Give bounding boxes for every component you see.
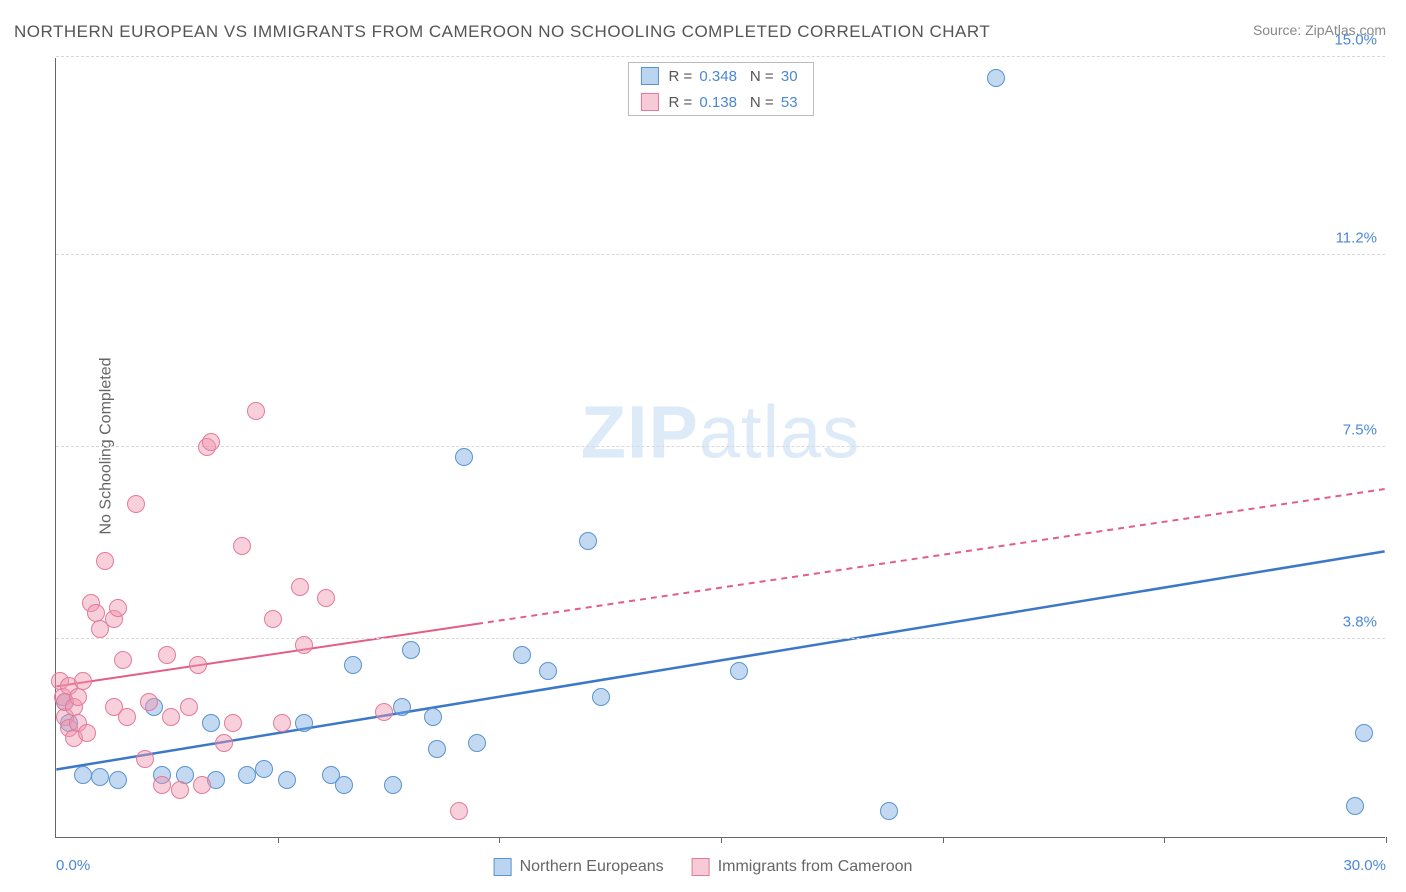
data-point: [202, 433, 220, 451]
data-point: [450, 802, 468, 820]
y-tick-label: 15.0%: [1334, 32, 1377, 49]
data-point: [158, 646, 176, 664]
data-point: [91, 768, 109, 786]
data-point: [202, 714, 220, 732]
legend-item: Northern Europeans: [494, 858, 664, 876]
data-point: [295, 714, 313, 732]
x-tick-right: 30.0%: [1343, 857, 1386, 874]
data-point: [468, 734, 486, 752]
data-point: [264, 610, 282, 628]
data-point: [579, 532, 597, 550]
x-tick-left: 0.0%: [56, 857, 90, 874]
stat-n-label: N = 53: [750, 94, 801, 111]
data-point: [730, 662, 748, 680]
data-point: [278, 771, 296, 789]
legend-swatch: [640, 67, 658, 85]
legend-swatch: [494, 858, 512, 876]
y-tick-label: 7.5%: [1343, 422, 1377, 439]
y-tick-label: 11.2%: [1336, 229, 1377, 246]
data-point: [127, 495, 145, 513]
stat-n-label: N = 30: [750, 68, 801, 85]
y-tick-label: 3.8%: [1343, 614, 1377, 631]
data-point: [539, 662, 557, 680]
gridline: [56, 446, 1385, 447]
trend-lines: [56, 58, 1385, 837]
data-point: [402, 641, 420, 659]
data-point: [291, 578, 309, 596]
gridline: [56, 56, 1385, 57]
data-point: [987, 69, 1005, 87]
data-point: [118, 708, 136, 726]
x-tick-mark: [721, 837, 722, 843]
data-point: [189, 656, 207, 674]
data-point: [344, 656, 362, 674]
legend-item: Immigrants from Cameroon: [692, 858, 913, 876]
data-point: [224, 714, 242, 732]
data-point: [335, 776, 353, 794]
stat-legend: R = 0.348 N = 30 R = 0.138 N = 53: [627, 62, 813, 116]
gridline: [56, 254, 1385, 255]
data-point: [171, 781, 189, 799]
data-point: [880, 802, 898, 820]
data-point: [317, 589, 335, 607]
data-point: [255, 760, 273, 778]
legend-label: Immigrants from Cameroon: [718, 858, 913, 876]
data-point: [109, 771, 127, 789]
data-point: [424, 708, 442, 726]
data-point: [153, 776, 171, 794]
stat-r-label: R = 0.138: [668, 94, 739, 111]
data-point: [1355, 724, 1373, 742]
data-point: [215, 734, 233, 752]
data-point: [96, 552, 114, 570]
data-point: [136, 750, 154, 768]
gridline: [56, 638, 1385, 639]
data-point: [238, 766, 256, 784]
chart-title: NORTHERN EUROPEAN VS IMMIGRANTS FROM CAM…: [14, 22, 990, 42]
x-tick-mark: [1386, 837, 1387, 843]
data-point: [78, 724, 96, 742]
stat-r-label: R = 0.348: [668, 68, 739, 85]
data-point: [74, 766, 92, 784]
data-point: [273, 714, 291, 732]
data-point: [69, 688, 87, 706]
data-point: [428, 740, 446, 758]
data-point: [375, 703, 393, 721]
data-point: [455, 448, 473, 466]
data-point: [384, 776, 402, 794]
data-point: [74, 672, 92, 690]
legend-label: Northern Europeans: [520, 858, 664, 876]
data-point: [233, 537, 251, 555]
legend-swatch: [640, 93, 658, 111]
x-tick-mark: [499, 837, 500, 843]
stat-legend-row: R = 0.348 N = 30: [628, 63, 812, 89]
data-point: [114, 651, 132, 669]
data-point: [180, 698, 198, 716]
data-point: [193, 776, 211, 794]
x-tick-mark: [1164, 837, 1165, 843]
watermark: ZIPatlas: [581, 389, 860, 474]
data-point: [513, 646, 531, 664]
chart-area: ZIPatlas R = 0.348 N = 30 R = 0.138 N = …: [55, 58, 1385, 838]
x-tick-mark: [943, 837, 944, 843]
data-point: [295, 636, 313, 654]
bottom-legend: Northern Europeans Immigrants from Camero…: [494, 858, 913, 876]
data-point: [1346, 797, 1364, 815]
x-tick-mark: [278, 837, 279, 843]
data-point: [393, 698, 411, 716]
stat-legend-row: R = 0.138 N = 53: [628, 89, 812, 115]
data-point: [109, 599, 127, 617]
legend-swatch: [692, 858, 710, 876]
data-point: [140, 693, 158, 711]
data-point: [592, 688, 610, 706]
data-point: [162, 708, 180, 726]
data-point: [247, 402, 265, 420]
